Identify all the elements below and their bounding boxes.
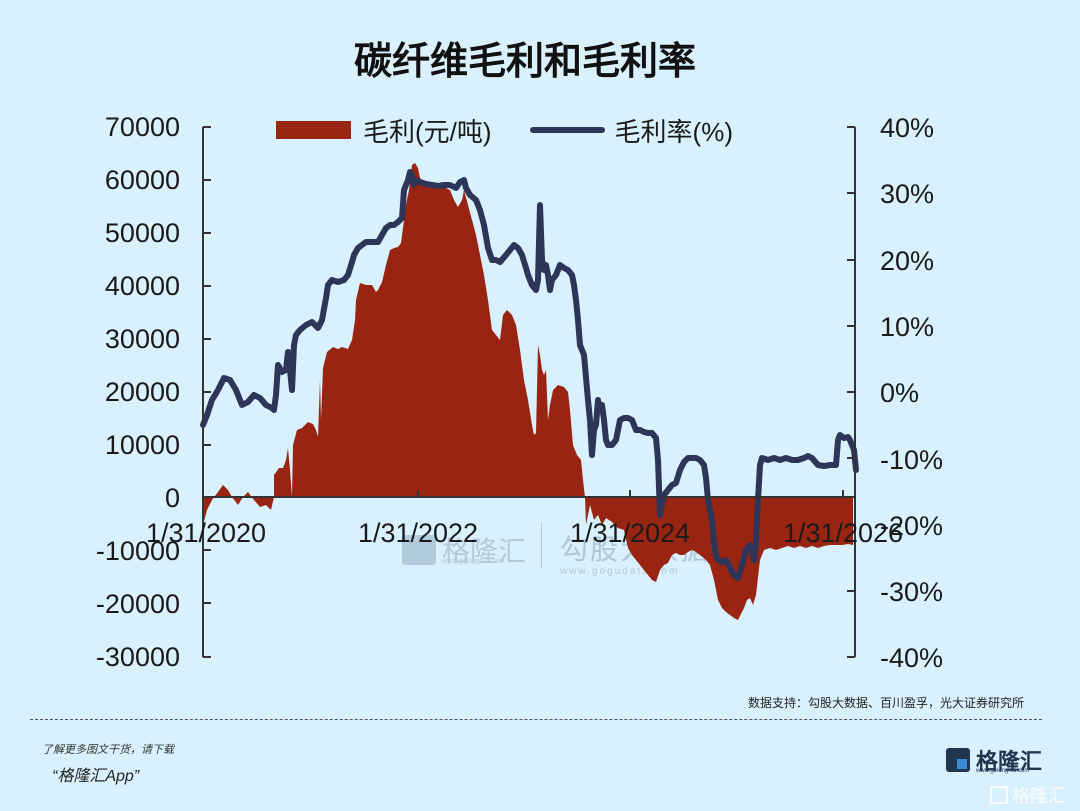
watermark-gelonghui: 格隆汇 www.gelonghui.com: [402, 530, 526, 570]
gelonghui-logo-icon: [402, 535, 436, 565]
left-axis-tick: 0: [164, 483, 180, 513]
x-axis-tick: 1/31/2020: [145, 518, 267, 548]
footer-divider: [30, 719, 1042, 720]
left-axis-ticks: [203, 126, 211, 658]
gelonghui-g-icon: [946, 748, 970, 772]
right-axis-tick: 20%: [880, 246, 935, 276]
right-axis-tick: 10%: [880, 312, 935, 342]
right-axis-tick: -40%: [880, 643, 944, 673]
legend-label-gross-margin: 毛利率(%): [614, 116, 733, 147]
left-axis-tick: 10000: [104, 430, 180, 460]
left-axis-tick: 30000: [104, 324, 180, 354]
promo-text: 了解更多图文干货，请下载: [42, 744, 174, 756]
left-axis-tick: -10000: [95, 536, 180, 566]
left-axis-tick: -30000: [95, 642, 180, 672]
left-axis-tick: -20000: [95, 589, 180, 619]
data-source: 数据支持：勾股大数据、百川盈孚，光大证券研究所: [748, 696, 1025, 710]
legend-swatch-gross-profit: [276, 121, 351, 139]
promo-app-name: “格隆汇App”: [52, 768, 140, 785]
right-axis-tick: 40%: [880, 113, 935, 143]
gelonghui-watermark-logo: 格隆汇: [990, 782, 1066, 808]
legend-swatch-gross-margin: [529, 127, 605, 133]
left-axis-tick: 40000: [104, 271, 180, 301]
right-axis-ticks: [847, 126, 855, 658]
x-axis-tick: 1/31/2022: [357, 518, 479, 548]
legend-label-gross-profit: 毛利(元/吨): [363, 116, 492, 147]
left-axis-tick: 60000: [104, 165, 180, 195]
chart-legend: 毛利(元/吨) 毛利率(%): [276, 115, 733, 147]
x-axis-tick: 1/31/2026: [782, 518, 904, 548]
right-axis-tick: -20%: [880, 511, 944, 541]
x-axis-tick: 1/31/2024: [569, 518, 691, 548]
watermark-separator: [541, 522, 542, 568]
gross-profit-area: [203, 163, 853, 620]
gross-margin-line: [200, 169, 859, 581]
chart-title: 碳纤维毛利和毛利率: [353, 39, 696, 83]
right-axis-tick: -10%: [880, 445, 944, 475]
x-axis-ticks: [417, 490, 844, 497]
gelonghui-g-outline-icon: [990, 786, 1008, 804]
gelonghui-logo: 格隆汇 www.gelonghui.com: [946, 744, 1042, 776]
right-axis-tick: 0%: [880, 378, 920, 408]
left-axis-tick: 50000: [104, 218, 180, 248]
right-axis-tick: -30%: [880, 577, 944, 607]
right-axis-tick: 30%: [880, 179, 935, 209]
left-axis-tick: 70000: [104, 112, 180, 142]
left-axis-tick: 20000: [104, 377, 180, 407]
